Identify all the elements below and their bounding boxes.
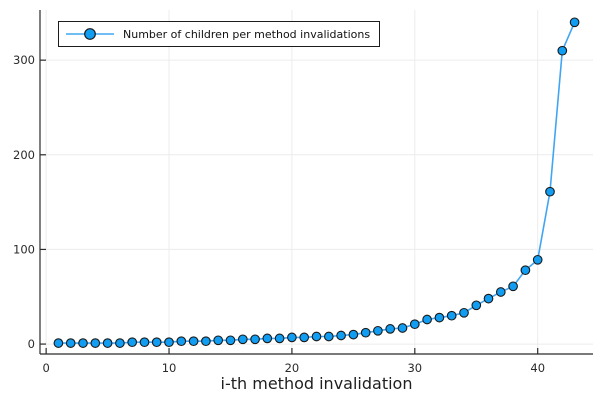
data-point-marker bbox=[139, 337, 150, 348]
data-point-marker bbox=[274, 333, 285, 344]
data-point-marker bbox=[164, 337, 174, 348]
data-point-marker bbox=[483, 293, 494, 304]
data-point-marker bbox=[65, 338, 76, 348]
legend: Number of children per method invalidati… bbox=[58, 21, 381, 47]
data-point-marker bbox=[557, 45, 568, 56]
x-tick-label: 20 bbox=[285, 361, 300, 375]
legend-marker-sample bbox=[84, 28, 96, 40]
data-point-marker bbox=[311, 331, 322, 342]
data-point-marker bbox=[90, 338, 101, 348]
data-point-marker bbox=[299, 332, 310, 343]
data-point-marker bbox=[360, 327, 371, 338]
data-point-marker bbox=[348, 329, 359, 340]
data-point-marker bbox=[409, 319, 420, 330]
data-point-marker bbox=[495, 287, 506, 297]
data-point-marker bbox=[323, 331, 334, 342]
data-point-marker bbox=[471, 300, 482, 311]
data-point-marker bbox=[459, 307, 469, 318]
y-tick-label: 0 bbox=[28, 337, 35, 351]
legend-series-marker-icon bbox=[66, 28, 114, 40]
data-point-marker bbox=[78, 338, 88, 348]
data-point-marker bbox=[397, 323, 408, 333]
data-point-marker bbox=[569, 17, 580, 28]
data-point-marker bbox=[373, 325, 383, 336]
x-tick-label: 10 bbox=[162, 361, 177, 375]
data-point-marker bbox=[225, 335, 236, 346]
x-axis-label: i-th method invalidation bbox=[220, 374, 413, 393]
data-point-marker bbox=[188, 336, 199, 347]
data-point-marker bbox=[532, 254, 543, 265]
data-point-marker bbox=[213, 335, 224, 346]
data-point-marker bbox=[262, 333, 273, 344]
data-point-marker bbox=[508, 281, 518, 292]
data-point-marker bbox=[434, 312, 445, 323]
data-point-marker bbox=[237, 334, 248, 345]
legend-label: Number of children per method invalidati… bbox=[123, 27, 371, 41]
data-point-marker bbox=[53, 338, 64, 348]
data-point-marker bbox=[336, 330, 346, 341]
data-point-marker bbox=[287, 332, 297, 343]
y-tick-label: 300 bbox=[13, 53, 35, 67]
x-tick-label: 30 bbox=[407, 361, 422, 375]
data-point-marker bbox=[127, 337, 138, 348]
data-point-marker bbox=[422, 314, 432, 325]
data-point-marker bbox=[176, 336, 187, 347]
data-point-marker bbox=[545, 186, 555, 197]
data-point-marker bbox=[102, 338, 113, 348]
data-point-marker bbox=[201, 336, 211, 347]
data-point-marker bbox=[115, 338, 125, 348]
data-point-marker bbox=[446, 310, 457, 321]
y-tick-label: 100 bbox=[13, 242, 35, 256]
data-point-marker bbox=[520, 265, 531, 276]
x-tick-label: 0 bbox=[42, 361, 49, 375]
data-point-marker bbox=[250, 334, 260, 345]
data-point-marker bbox=[385, 324, 396, 334]
y-tick-label: 200 bbox=[13, 148, 35, 162]
x-tick-label: 40 bbox=[530, 361, 545, 375]
data-point-marker bbox=[151, 337, 162, 348]
